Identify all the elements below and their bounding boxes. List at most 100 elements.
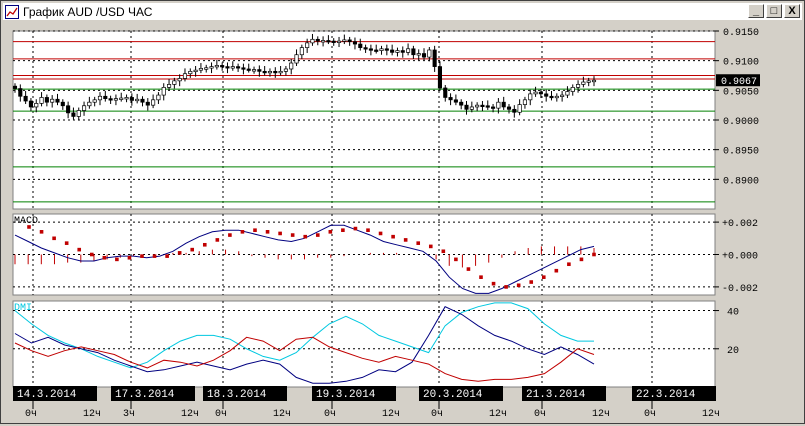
macd-signal-point — [567, 262, 571, 267]
price-tick-label: 0.8900 — [723, 176, 759, 187]
candle-body — [124, 97, 129, 100]
price-tick-label: 0.9050 — [723, 87, 759, 98]
macd-signal-point — [529, 280, 534, 284]
macd-signal-point — [89, 252, 94, 257]
candle-body — [570, 87, 575, 92]
macd-signal-point — [441, 249, 446, 254]
macd-signal-point — [64, 241, 69, 245]
candle-body — [129, 97, 134, 101]
close-button[interactable]: X — [784, 4, 800, 18]
candle-body — [87, 101, 92, 107]
macd-signal-point — [215, 238, 220, 242]
macd-signal-point — [366, 228, 370, 232]
minimize-button[interactable]: _ — [748, 4, 764, 18]
hour-label: 0ч — [215, 409, 227, 420]
candle-body — [257, 69, 262, 72]
candle-body — [166, 84, 172, 88]
candle-body — [23, 95, 28, 102]
dmi-minus-line — [14, 336, 595, 382]
candle-body — [358, 43, 363, 48]
dmi-tick-label: 40 — [727, 308, 739, 319]
macd-signal-point — [579, 257, 584, 262]
candle-body — [496, 101, 501, 109]
hour-label: 12ч — [702, 409, 720, 420]
date-label: 19.3.2014 — [316, 389, 376, 401]
candle-body — [321, 40, 326, 43]
macd-signal-point — [516, 283, 521, 288]
dmi-panel — [12, 300, 716, 388]
chart-svg[interactable]: 0.9150 0.9100 0.9050 0.9000 0.8950 0.8900 0.90… — [9, 25, 803, 421]
candle-body — [18, 88, 23, 97]
macd-signal-point — [353, 226, 358, 231]
macd-signal-point — [290, 233, 295, 237]
hour-label: 0ч — [644, 409, 656, 420]
candle-body — [368, 48, 373, 51]
candle-body — [432, 49, 437, 67]
candle-body — [241, 67, 246, 70]
date-label-box — [312, 386, 396, 401]
macd-tick-label: +0.000 — [722, 252, 758, 263]
candle-body — [565, 91, 570, 96]
macd-signal-point — [541, 275, 546, 279]
candle-body — [82, 105, 87, 111]
macd-signal-point — [278, 231, 282, 236]
macd-signal-point — [177, 251, 182, 255]
candle-body — [315, 38, 320, 42]
title-bar[interactable]: График AUD /USD ЧАС _ □ X — [3, 3, 802, 20]
hour-label: 3ч — [123, 409, 135, 420]
candle-body — [119, 97, 124, 100]
candle-body — [400, 50, 405, 53]
candle-body — [198, 68, 203, 71]
candle-body — [135, 98, 140, 102]
macd-signal-point — [416, 241, 421, 245]
candle-body — [411, 48, 416, 56]
candle-body — [491, 106, 496, 109]
maximize-button[interactable]: □ — [766, 4, 782, 18]
candle-body — [427, 49, 432, 58]
candle-body — [533, 91, 538, 95]
candle-body — [512, 108, 517, 113]
date-label: 17.3.2014 — [115, 389, 175, 401]
candle-body — [230, 66, 235, 69]
macd-signal-point — [165, 254, 169, 258]
macd-signal-point — [265, 230, 270, 234]
dmi-plus-line — [14, 306, 595, 384]
macd-signal-point — [328, 230, 333, 234]
candle-body — [108, 98, 113, 101]
candle-body — [251, 69, 257, 72]
macd-signal-point — [403, 238, 408, 242]
current-price-label: 0.9067 — [721, 77, 757, 88]
candle-body — [273, 70, 278, 74]
window-title: График AUD /USD ЧАС — [23, 4, 153, 19]
macd-signal-point — [115, 257, 119, 262]
hour-label: 0ч — [431, 409, 443, 420]
candle-body — [342, 39, 347, 42]
macd-signal-point — [554, 268, 559, 273]
macd-signal-point — [190, 247, 195, 252]
candle-body — [374, 49, 379, 52]
candle-body — [310, 38, 315, 44]
macd-signal-point — [27, 225, 31, 229]
macd-signal-point — [52, 236, 56, 241]
candle-body — [459, 101, 464, 106]
candle-body — [485, 105, 490, 108]
macd-signal-point — [228, 233, 232, 237]
candle-body — [549, 95, 554, 99]
hour-label: 12ч — [382, 409, 400, 420]
candle-body — [305, 42, 310, 48]
macd-signal-point — [140, 254, 144, 258]
dmi-tick-label: 20 — [727, 346, 739, 357]
candle-body — [544, 93, 549, 97]
candle-body — [50, 98, 55, 103]
macd-signal-point — [102, 255, 107, 260]
candle-body — [581, 81, 586, 85]
candle-body — [352, 41, 358, 45]
date-label: 14.3.2014 — [17, 389, 77, 401]
candle-body — [406, 48, 411, 53]
price-tick-label: 0.9150 — [723, 28, 759, 39]
candle-body — [140, 98, 145, 103]
candle-body — [177, 78, 182, 82]
chart-area[interactable]: 0.9150 0.9100 0.9050 0.9000 0.8950 0.8900 0.90… — [9, 25, 803, 421]
candle-body — [363, 47, 368, 50]
